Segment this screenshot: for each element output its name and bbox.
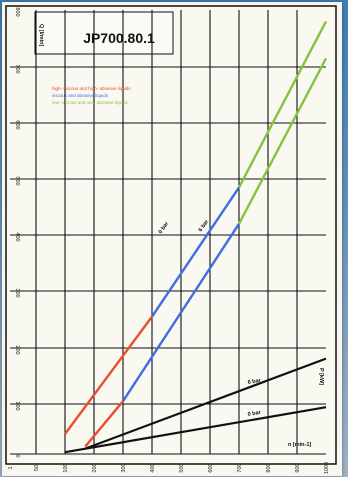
pump-performance-chart: JP700.80.1 Q [l/min] high- viscous and h… [5,5,337,474]
power-series [64,357,327,454]
y-tick-label-300: 300 [14,288,20,297]
power-axis-label: P [kW] [318,368,324,385]
chart-title: JP700.80.1 [83,30,155,46]
y-tick-label-800: 800 [14,7,20,16]
x-tick-label-1000: 1000 [324,462,330,474]
power-line-0 [84,357,327,450]
x-tick-label-500: 500 [179,463,185,472]
x-tick-labels: 1 50 100 200 300 400 500 600 700 800 900 1000 [8,462,330,474]
y-tick-label-200: 200 [14,345,20,354]
legend-item-high-viscous: high- viscous and high- abrasive liquids [52,86,131,91]
y-tick-label-700: 700 [14,64,20,73]
x-tick-label-50: 50 [34,465,40,471]
flow-line-0-segment-1 [151,186,240,318]
x-tick-label-600: 600 [208,463,214,472]
x-tick-label-800: 800 [266,463,272,472]
x-tick-label-300: 300 [121,463,127,472]
flow-line-1-segment-2 [237,57,328,225]
power-label-6-bar: 6 bar [247,378,262,386]
title-box [34,11,174,55]
y-tick-label-0: 0 [14,454,20,457]
flow-line-1-segment-0 [84,400,124,448]
y-tick-label-400: 400 [14,232,20,241]
y-tick-label-100: 100 [14,401,20,410]
grid [10,10,326,455]
flow-line-0-segment-2 [237,20,328,188]
y-axis-label: Q [l/min] [38,24,44,46]
power-label-0-bar: 0 bar [247,410,262,418]
x-tick-label-200: 200 [92,463,98,472]
x-tick-label-1: 1 [8,466,14,469]
power-line-1 [64,406,327,454]
y-tick-label-500: 500 [14,176,20,185]
x-tick-label-700: 700 [237,463,243,472]
x-tick-label-100: 100 [63,463,69,472]
legend-item-low-viscous: low- viscous and non- abrasive liquids [52,100,129,105]
x-tick-label-900: 900 [295,463,301,472]
flow-line-1-segment-1 [121,223,241,402]
y-tick-label-600: 600 [14,120,20,129]
flow-line-0-segment-0 [64,315,153,435]
y-tick-labels: 0 100 200 300 400 500 600 700 800 [14,7,20,457]
legend-item-viscous: viscous and abrasive liquids [52,93,109,98]
x-axis-label: n [min-1] [288,442,311,448]
legend: high- viscous and high- abrasive liquids… [52,86,131,105]
x-tick-label-400: 400 [150,463,156,472]
flow-series [64,20,328,448]
